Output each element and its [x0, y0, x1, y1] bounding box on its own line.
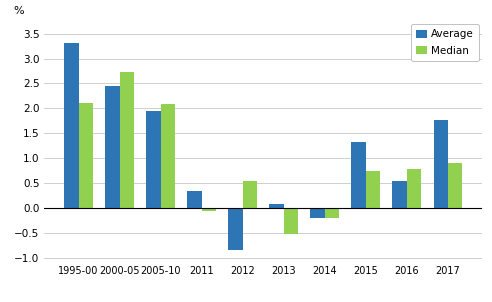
Text: %: %: [14, 6, 24, 16]
Bar: [105, 86, 120, 208]
Legend: Average, Median: Average, Median: [411, 24, 479, 61]
Bar: [202, 208, 216, 211]
Bar: [351, 142, 366, 208]
Bar: [243, 181, 257, 208]
Bar: [120, 72, 134, 208]
Bar: [284, 208, 298, 234]
Bar: [448, 163, 462, 208]
Bar: [228, 208, 243, 250]
Bar: [187, 191, 202, 208]
Bar: [146, 111, 160, 208]
Bar: [325, 208, 339, 218]
Bar: [79, 103, 93, 208]
Bar: [310, 208, 325, 218]
Bar: [433, 120, 448, 208]
Bar: [366, 171, 380, 208]
Bar: [270, 204, 284, 208]
Bar: [64, 43, 79, 208]
Bar: [160, 104, 175, 208]
Bar: [393, 181, 407, 208]
Bar: [407, 169, 421, 208]
